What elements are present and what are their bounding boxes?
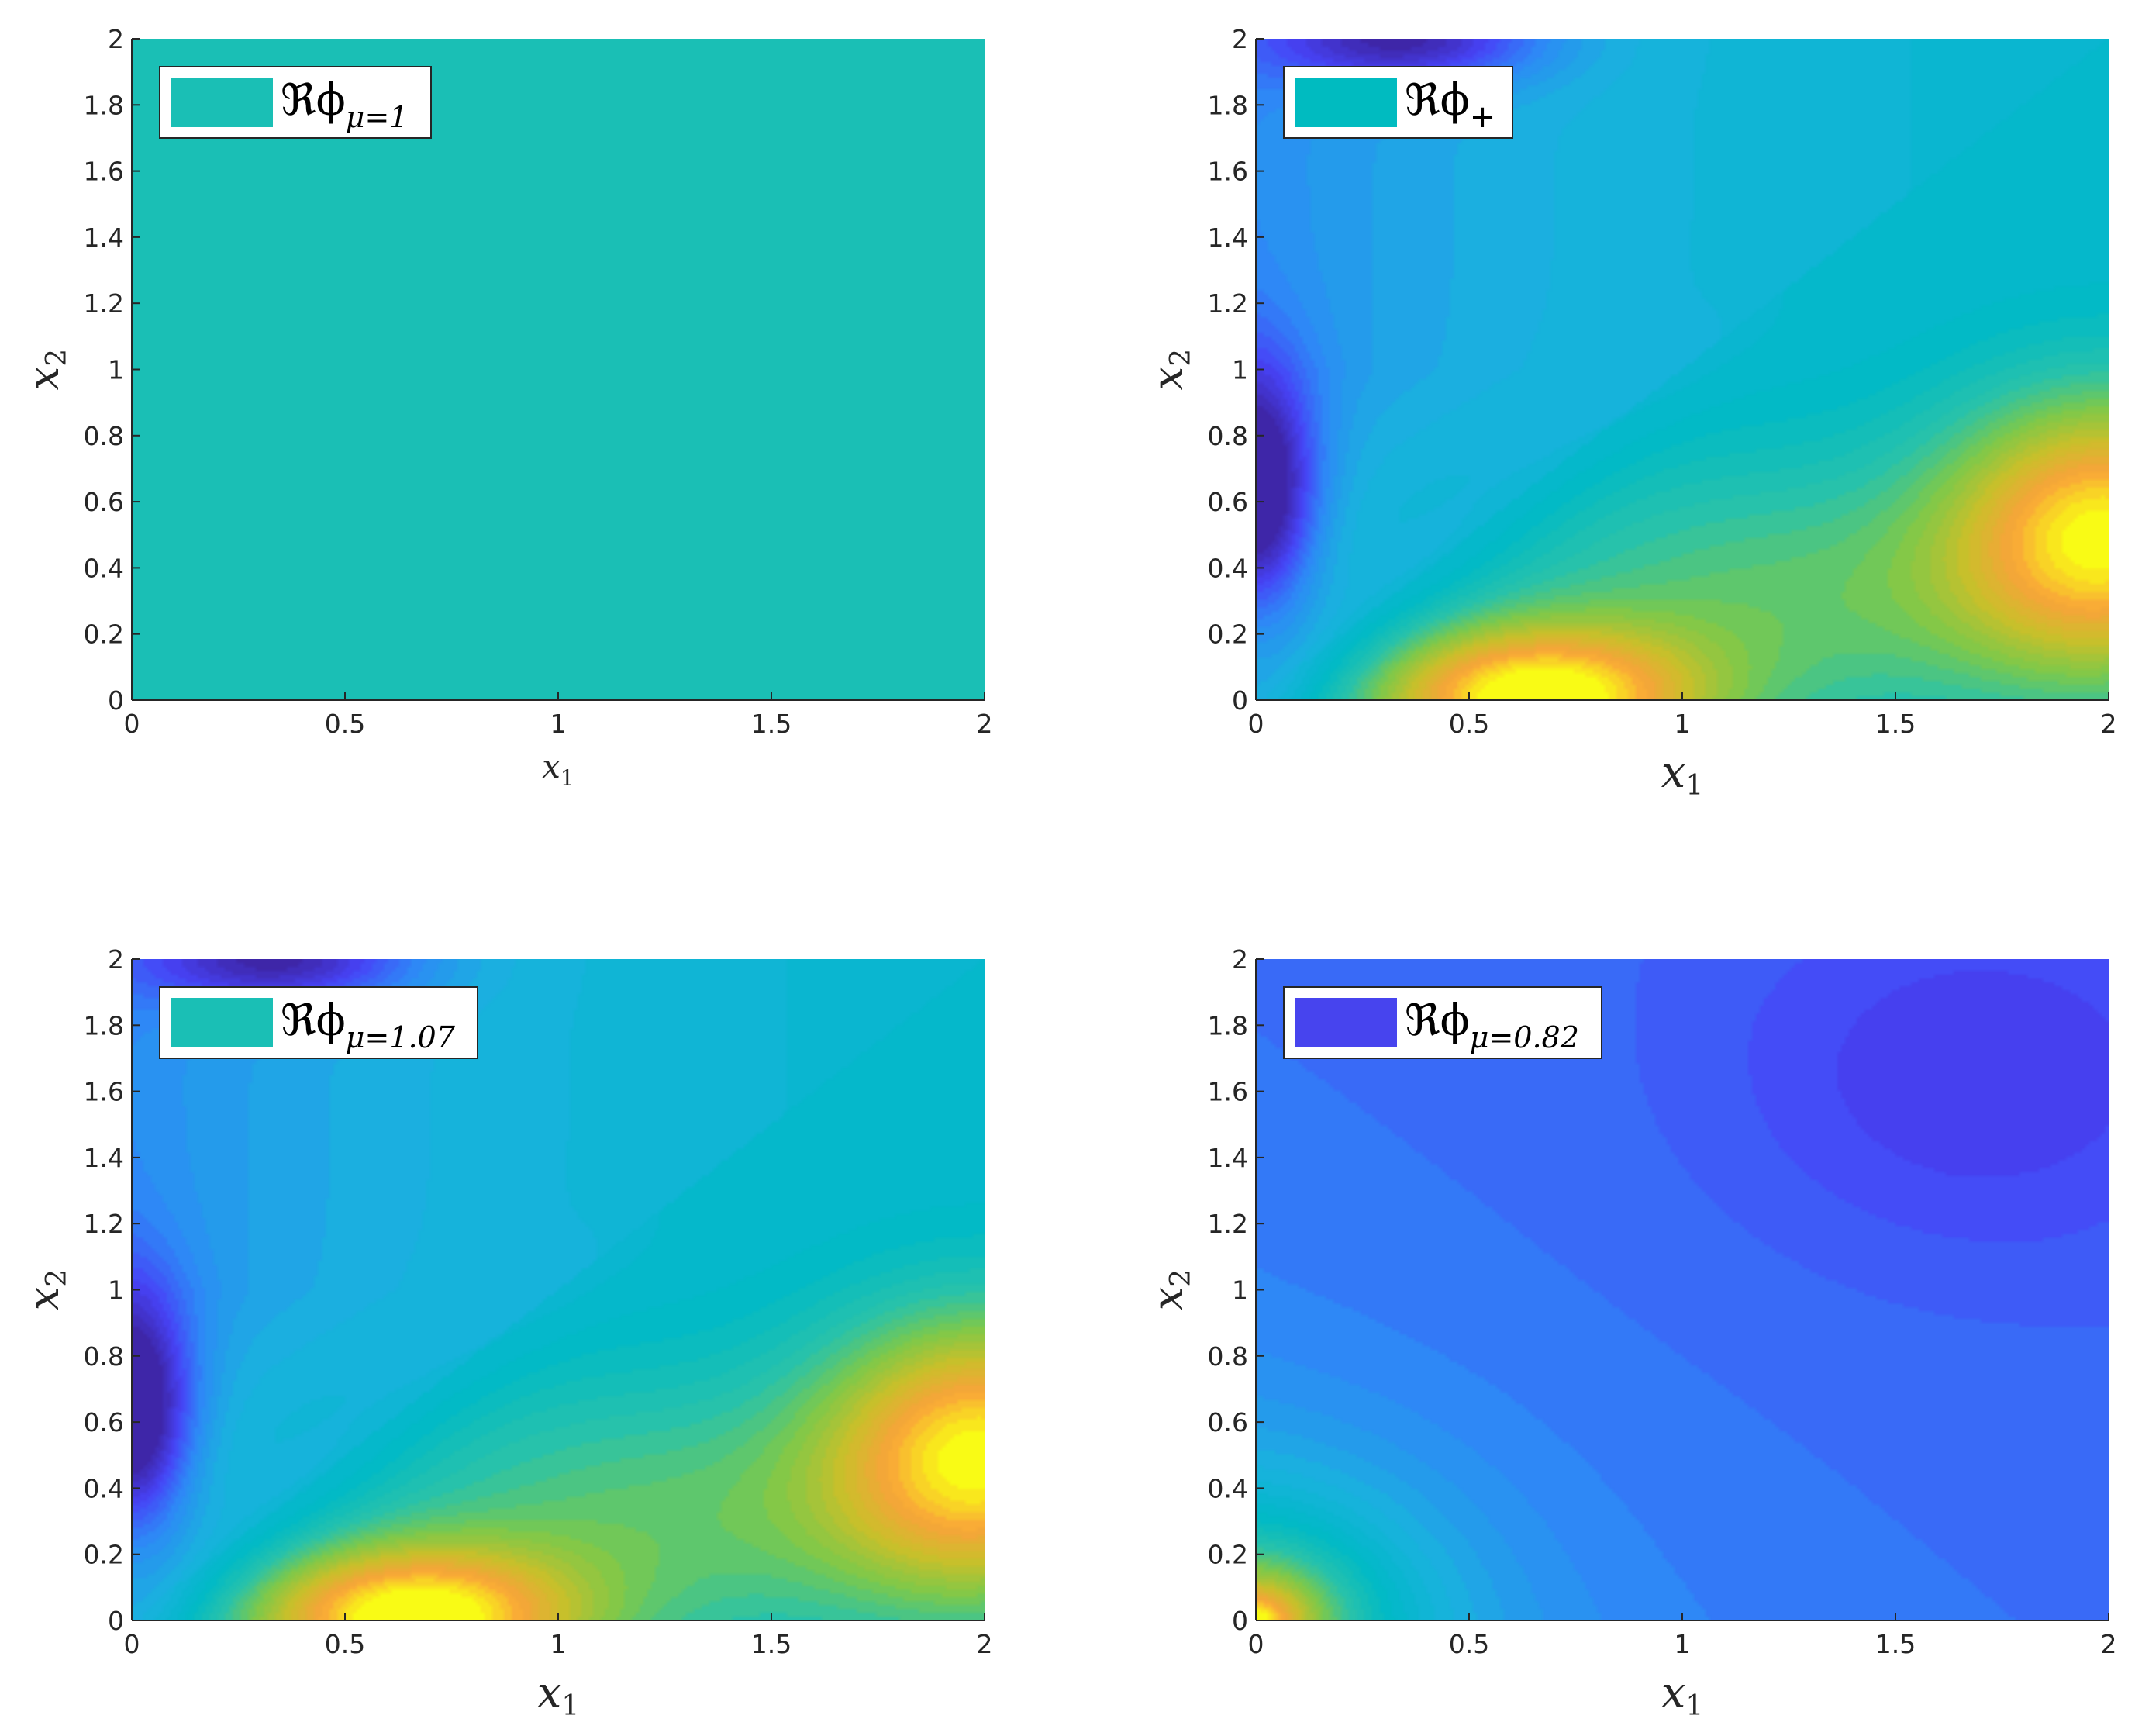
legend: ℜϕμ=1 — [159, 66, 432, 139]
x-tick-label: 0.5 — [1449, 1629, 1489, 1659]
x-tick-label: 2 — [2101, 1629, 2117, 1659]
y-tick-label: 1.8 — [1208, 1010, 1248, 1041]
x-axis-label: x1 — [537, 1668, 580, 1722]
legend-label: ℜϕ+ — [1405, 75, 1495, 135]
heatmap-surface — [1256, 39, 2109, 700]
x-axis-label: x1 — [542, 747, 574, 791]
x-tick-label: 0 — [124, 709, 140, 739]
y-tick-label: 0.8 — [1208, 421, 1248, 451]
subplot-1: 0 0.5 1 1.5 2 0 0.2 0.4 0.6 0.8 1 1.2 1.4 1.6 1.8 2 x1 x2… — [19, 24, 993, 791]
y-tick-label: 1.4 — [84, 223, 124, 253]
heatmap-surface — [132, 39, 985, 700]
heatmap-surface — [132, 959, 985, 1620]
y-tick-label: 0.4 — [84, 553, 124, 583]
y-tick-label: 0.4 — [84, 1473, 124, 1503]
x-tick-label: 1 — [1675, 709, 1691, 739]
y-tick-label: 1.8 — [84, 90, 124, 120]
y-tick-label: 1.6 — [84, 157, 124, 187]
legend-swatch — [1295, 78, 1397, 127]
y-tick-label: 0.2 — [1208, 620, 1248, 650]
y-tick-label: 1 — [108, 1275, 124, 1306]
y-tick-label: 1 — [1232, 355, 1248, 385]
y-axis-label: x2 — [1143, 1269, 1197, 1310]
y-tick-label: 0.6 — [84, 1407, 124, 1437]
y-tick-label: 1.2 — [1208, 1209, 1248, 1239]
x-tick-label: 2 — [977, 1629, 993, 1659]
y-tick-label: 1.2 — [84, 288, 124, 319]
legend-swatch — [171, 998, 273, 1047]
x-tick-label: 2 — [977, 709, 993, 739]
y-tick-label: 0.6 — [84, 487, 124, 517]
x-tick-label: 1.5 — [751, 709, 792, 739]
y-tick-label: 0.4 — [1208, 1473, 1248, 1503]
y-tick-label: 1 — [1232, 1275, 1248, 1306]
y-tick-label: 1.6 — [1208, 157, 1248, 187]
legend: ℜϕμ=1.07 — [159, 986, 478, 1059]
x-tick-label: 1.5 — [751, 1629, 792, 1659]
x-axis-label: x1 — [1661, 1668, 1704, 1722]
y-tick-label: 0.8 — [84, 1341, 124, 1372]
legend-label: ℜϕμ=1 — [281, 75, 408, 134]
legend-swatch — [1295, 998, 1397, 1047]
y-tick-label: 0.8 — [1208, 1341, 1248, 1372]
y-tick-label: 0.4 — [1208, 553, 1248, 583]
legend-label: ℜϕμ=1.07 — [281, 996, 456, 1054]
y-tick-label: 1 — [108, 355, 124, 385]
x-tick-label: 1.5 — [1875, 1629, 1916, 1659]
heatmap-surface — [1256, 959, 2109, 1620]
x-tick-label: 2 — [2101, 709, 2117, 739]
x-tick-label: 1 — [550, 709, 567, 739]
y-tick-label: 1.4 — [1208, 1143, 1248, 1173]
x-tick-label: 0 — [1248, 709, 1264, 739]
y-tick-label: 0.8 — [84, 421, 124, 451]
y-tick-label: 2 — [1232, 24, 1248, 54]
x-tick-label: 0.5 — [1449, 709, 1489, 739]
x-tick-label: 0 — [1248, 1629, 1264, 1659]
y-axis-label: x2 — [19, 349, 73, 390]
x-tick-label: 0.5 — [325, 709, 365, 739]
y-axis-label: x2 — [1143, 349, 1197, 390]
subplot-3: 0 0.5 1 1.5 2 0 0.2 0.4 0.6 0.8 1 1.2 1.4 1.6 1.8 2 x1 x2… — [19, 944, 993, 1722]
legend-swatch — [171, 78, 273, 127]
y-tick-label: 1.6 — [84, 1077, 124, 1107]
y-tick-label: 1.2 — [1208, 288, 1248, 319]
y-tick-label: 0 — [108, 1606, 124, 1636]
x-tick-label: 0.5 — [325, 1629, 365, 1659]
y-tick-label: 0.2 — [84, 1540, 124, 1570]
y-tick-label: 2 — [108, 944, 124, 975]
legend-label: ℜϕμ=0.82 — [1405, 996, 1579, 1054]
x-tick-label: 1 — [1675, 1629, 1691, 1659]
y-tick-label: 1.6 — [1208, 1077, 1248, 1107]
y-tick-label: 1.8 — [84, 1010, 124, 1041]
x-tick-label: 0 — [124, 1629, 140, 1659]
x-tick-label: 1.5 — [1875, 709, 1916, 739]
legend: ℜϕμ=0.82 — [1283, 986, 1602, 1059]
y-tick-label: 0.2 — [84, 620, 124, 650]
y-axis-label: x2 — [19, 1269, 73, 1310]
y-tick-label: 1.2 — [84, 1209, 124, 1239]
x-tick-label: 1 — [550, 1629, 567, 1659]
subplot-4: 0 0.5 1 1.5 2 0 0.2 0.4 0.6 0.8 1 1.2 1.4 1.6 1.8 2 x1 x2… — [1143, 944, 2117, 1722]
y-tick-label: 2 — [108, 24, 124, 54]
y-tick-label: 1.8 — [1208, 90, 1248, 120]
y-tick-label: 1.4 — [1208, 223, 1248, 253]
y-tick-label: 0 — [108, 685, 124, 716]
y-tick-label: 0.6 — [1208, 487, 1248, 517]
y-tick-label: 1.4 — [84, 1143, 124, 1173]
subplot-2: 0 0.5 1 1.5 2 0 0.2 0.4 0.6 0.8 1 1.2 1.4 1.6 1.8 2 x1 x2… — [1143, 24, 2117, 802]
y-tick-label: 0.2 — [1208, 1540, 1248, 1570]
x-axis-label: x1 — [1661, 747, 1704, 802]
y-tick-label: 0 — [1232, 1606, 1248, 1636]
y-tick-label: 0 — [1232, 685, 1248, 716]
y-tick-label: 2 — [1232, 944, 1248, 975]
legend: ℜϕ+ — [1283, 66, 1513, 139]
y-tick-label: 0.6 — [1208, 1407, 1248, 1437]
